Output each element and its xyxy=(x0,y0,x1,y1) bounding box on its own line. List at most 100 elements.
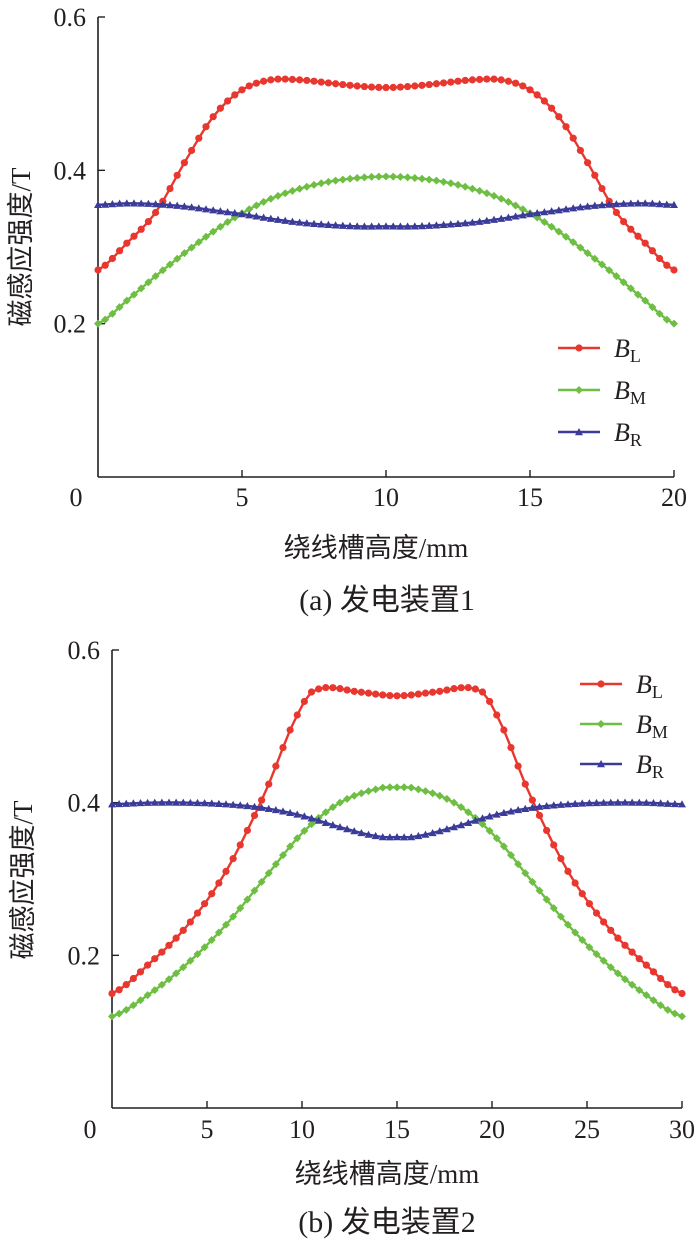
data-point-BM xyxy=(108,1012,116,1021)
data-point-BM xyxy=(619,278,628,287)
data-point-BM xyxy=(450,798,458,807)
data-point-BM xyxy=(328,803,337,812)
data-point-BM xyxy=(194,238,203,247)
data-point-BL xyxy=(144,961,152,969)
data-point-BL xyxy=(116,247,124,255)
data-point-BL xyxy=(514,762,522,770)
data-point-BL xyxy=(519,82,527,90)
data-point-BM xyxy=(336,798,344,807)
series-BM xyxy=(94,172,678,328)
data-point-BL xyxy=(265,780,273,788)
data-point-BL xyxy=(614,934,622,942)
y-tick-label: 0.6 xyxy=(54,3,87,32)
data-point-BM xyxy=(122,1005,131,1014)
data-point-BM xyxy=(549,904,558,913)
data-point-BM xyxy=(521,869,530,878)
data-point-BR xyxy=(635,798,644,806)
data-point-BR xyxy=(338,221,347,229)
data-point-BR xyxy=(514,805,523,814)
data-point-BR xyxy=(598,201,606,209)
data-point-BR xyxy=(655,200,664,208)
data-point-BL xyxy=(332,80,340,88)
legend-label-subscript: R xyxy=(652,762,664,782)
data-point-BR xyxy=(236,801,245,809)
data-point-BR xyxy=(410,222,419,230)
data-point-BL xyxy=(521,780,529,788)
data-point-BR xyxy=(621,798,629,806)
data-point-BR xyxy=(250,802,259,810)
data-point-BR xyxy=(554,206,563,214)
data-point-BM xyxy=(288,186,297,195)
data-point-BM xyxy=(150,986,159,995)
data-point-BR xyxy=(230,209,239,217)
data-point-BL xyxy=(151,955,159,963)
data-point-BM xyxy=(492,834,501,843)
data-point-BM xyxy=(564,920,572,929)
data-point-BR xyxy=(122,199,131,207)
data-point-BL xyxy=(528,796,536,804)
data-point-BR xyxy=(302,219,311,227)
data-point-BL xyxy=(393,692,401,700)
data-point-BL xyxy=(158,948,166,956)
data-point-BM xyxy=(634,290,642,299)
data-point-BM xyxy=(649,996,658,1005)
data-point-BL xyxy=(296,76,304,84)
data-point-BL xyxy=(540,97,549,105)
legend-label: BR xyxy=(636,750,664,782)
data-point-BM xyxy=(662,315,671,324)
data-point-BM xyxy=(407,783,416,792)
data-point-BM xyxy=(187,243,196,252)
data-point-BM xyxy=(173,254,182,263)
data-point-BL xyxy=(600,918,608,926)
data-point-BR xyxy=(670,799,679,808)
data-point-BM xyxy=(547,222,556,231)
data-point-BM xyxy=(393,783,401,792)
data-point-BM xyxy=(216,222,225,231)
data-point-BL xyxy=(425,80,433,89)
data-point-BL xyxy=(620,218,628,226)
data-point-BR xyxy=(464,818,473,826)
data-point-BM xyxy=(165,975,173,984)
data-point-BM xyxy=(540,218,549,227)
data-point-BM xyxy=(571,928,580,937)
data-point-BL xyxy=(101,261,109,269)
data-point-BL xyxy=(382,83,390,92)
data-point-BM xyxy=(655,309,664,318)
data-point-BM xyxy=(576,243,585,252)
data-point-BM xyxy=(286,842,295,851)
data-point-BR xyxy=(407,833,416,841)
data-point-BM xyxy=(418,174,426,183)
legend-swatch-marker xyxy=(597,760,605,768)
data-point-BR xyxy=(207,799,216,807)
data-point-BR xyxy=(336,823,344,831)
data-point-BL xyxy=(245,82,253,90)
data-point-BM xyxy=(300,826,309,835)
data-point-BR xyxy=(511,212,520,220)
data-point-BM xyxy=(590,254,599,263)
data-point-BL xyxy=(250,811,259,820)
data-point-BM xyxy=(628,980,637,989)
data-point-BR xyxy=(648,199,657,207)
data-point-BR xyxy=(389,222,398,230)
data-point-BL xyxy=(137,225,145,233)
data-point-BM xyxy=(389,172,398,181)
data-point-BR xyxy=(662,200,671,208)
data-point-BM xyxy=(317,179,326,188)
data-point-BR xyxy=(540,208,549,216)
data-point-BL xyxy=(511,79,520,87)
series-BR xyxy=(94,199,678,230)
data-point-BM xyxy=(635,986,644,995)
data-point-BR xyxy=(425,221,434,229)
data-point-BM xyxy=(346,174,354,183)
data-point-BR xyxy=(613,798,622,806)
data-point-BL xyxy=(476,75,484,84)
data-point-BR xyxy=(243,801,252,810)
y-tick-label: 0.2 xyxy=(68,941,101,970)
data-point-BR xyxy=(626,199,635,207)
data-point-BL xyxy=(122,981,130,989)
data-point-BR xyxy=(328,821,337,829)
data-point-BR xyxy=(533,209,542,217)
data-point-BM xyxy=(542,895,551,904)
data-point-BM xyxy=(585,943,594,952)
data-point-BL xyxy=(483,75,491,83)
